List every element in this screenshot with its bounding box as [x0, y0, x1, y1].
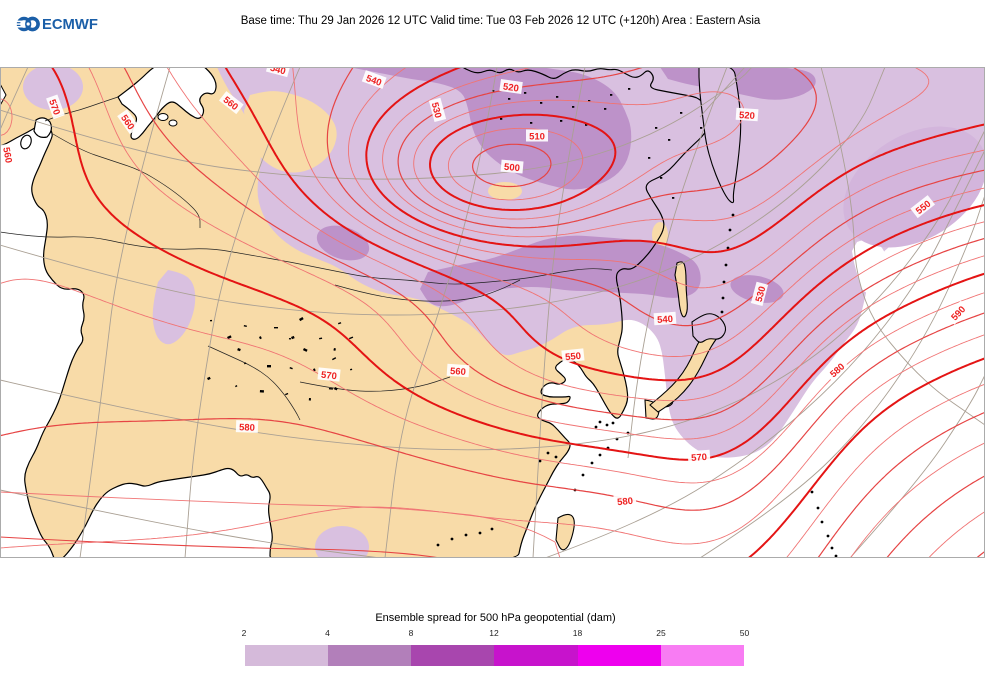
svg-text:570: 570 [691, 452, 708, 464]
svg-text:540: 540 [364, 73, 383, 89]
svg-text:530: 530 [754, 285, 769, 303]
svg-text:570: 570 [46, 98, 62, 117]
svg-text:530: 530 [429, 101, 444, 119]
svg-text:560: 560 [450, 366, 467, 378]
svg-text:ECMWF: ECMWF [42, 17, 98, 33]
svg-text:510: 510 [529, 132, 545, 143]
svg-text:500: 500 [504, 162, 521, 174]
svg-text:560: 560 [0, 146, 14, 164]
svg-text:570: 570 [320, 370, 337, 383]
svg-text:520: 520 [502, 81, 519, 94]
svg-text:580: 580 [239, 422, 255, 434]
svg-text:520: 520 [739, 110, 756, 122]
svg-text:550: 550 [565, 351, 582, 364]
svg-text:580: 580 [617, 496, 634, 509]
svg-text:540: 540 [269, 67, 287, 77]
svg-text:540: 540 [657, 314, 674, 326]
